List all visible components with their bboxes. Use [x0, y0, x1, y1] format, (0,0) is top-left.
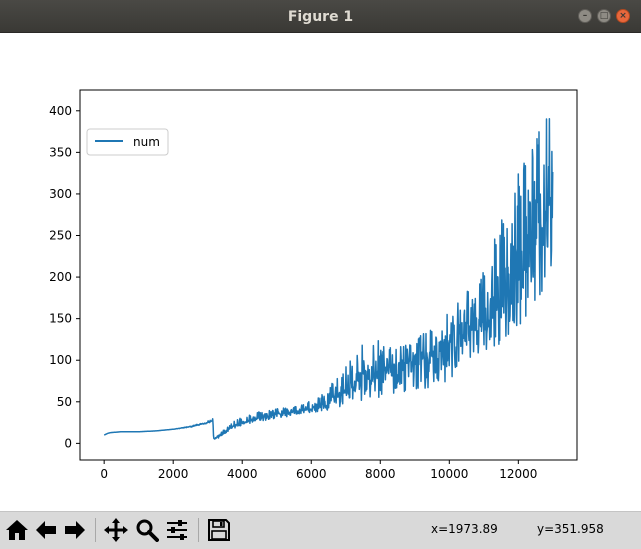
navigation-toolbar: x=1973.89 y=351.958 [0, 511, 641, 549]
title-bar[interactable]: Figure 1 – □ × [0, 0, 641, 33]
close-button[interactable]: × [616, 9, 630, 23]
y-tick-label: 100 [49, 353, 72, 367]
zoom-button[interactable] [134, 517, 160, 543]
legend: num [86, 128, 169, 156]
subplots-button[interactable] [164, 517, 190, 543]
back-button[interactable] [33, 517, 59, 543]
pan-icon [104, 518, 128, 542]
toolbar-separator [95, 518, 96, 542]
pan-button[interactable] [103, 517, 129, 543]
window-title: Figure 1 [287, 9, 354, 25]
close-icon: × [619, 11, 627, 21]
x-tick-label: 12000 [499, 467, 537, 481]
home-button[interactable] [4, 517, 30, 543]
maximize-button[interactable]: □ [597, 9, 611, 23]
line-chart: 0 2000 4000 6000 8000 10000 12000 0 50 100 150 200 2… [49, 89, 578, 481]
series-line-num [103, 117, 554, 440]
x-tick-label: 2000 [158, 467, 189, 481]
plot-frame [79, 89, 578, 461]
x-tick-label: 10000 [430, 467, 468, 481]
toolbar-separator [198, 518, 199, 542]
y-tick-label: 50 [57, 395, 72, 409]
subplots-icon [167, 520, 187, 540]
y-tick-label: 250 [49, 229, 72, 243]
minimize-button[interactable]: – [578, 9, 592, 23]
y-tick-label: 0 [64, 436, 72, 450]
x-tick-label: 8000 [365, 467, 396, 481]
x-coordinate-readout: x=1973.89 [431, 522, 498, 536]
legend-box [86, 128, 169, 156]
y-coordinate-readout: y=351.958 [537, 522, 604, 536]
home-icon [6, 520, 28, 540]
figure-canvas[interactable]: 0 2000 4000 6000 8000 10000 12000 0 50 100 150 200 2… [0, 33, 641, 511]
legend-label: num [133, 135, 160, 149]
minimize-icon: – [582, 11, 588, 21]
y-tick-label: 200 [49, 270, 72, 284]
save-button[interactable] [206, 517, 232, 543]
x-tick-label: 0 [100, 467, 108, 481]
forward-button[interactable] [62, 517, 88, 543]
forward-arrow-icon [65, 521, 85, 539]
y-tick-label: 400 [49, 104, 72, 118]
y-tick-label: 350 [49, 145, 72, 159]
zoom-icon [136, 519, 159, 542]
save-icon [208, 519, 230, 541]
x-tick-label: 4000 [227, 467, 258, 481]
x-tick-label: 6000 [296, 467, 327, 481]
back-arrow-icon [36, 521, 56, 539]
y-tick-label: 150 [49, 312, 72, 326]
y-tick-label: 300 [49, 187, 72, 201]
maximize-icon: □ [599, 11, 609, 21]
